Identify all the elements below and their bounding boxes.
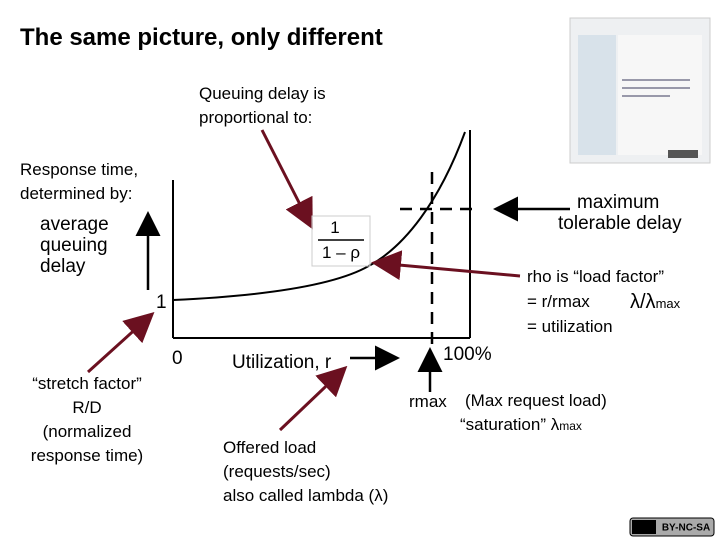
- tick-label: 0: [172, 348, 183, 369]
- axis-label: Utilization, r: [232, 352, 332, 373]
- badge-text: BY-NC-SA: [662, 523, 710, 534]
- label: λ/λ: [630, 291, 656, 313]
- label: = r/rmax: [527, 292, 590, 311]
- subscript: max: [656, 296, 681, 311]
- book-cover: [569, 17, 711, 164]
- label: (Max request load): [465, 391, 607, 410]
- tick-label: 100%: [443, 344, 492, 365]
- label: Queuing delay is: [199, 84, 326, 103]
- label: “saturation” λmax: [460, 415, 582, 434]
- label: determined by:: [20, 184, 132, 203]
- subscript: max: [559, 419, 582, 433]
- label: tolerable delay: [558, 213, 682, 234]
- axis-label: average: [40, 214, 109, 235]
- title: The same picture, only different: [20, 24, 383, 51]
- label: proportional to:: [199, 108, 312, 127]
- axis-label: queuing: [40, 235, 108, 256]
- axis-label: delay: [40, 256, 86, 277]
- label: “stretch factor”: [32, 374, 142, 393]
- label: Offered load: [223, 438, 316, 457]
- label: Response time,: [20, 160, 138, 179]
- label: maximum: [577, 192, 659, 213]
- label: rmax: [409, 392, 447, 411]
- label: rho is “load factor”: [527, 267, 664, 286]
- label: (normalized: [43, 422, 132, 441]
- formula: 1 – ρ: [322, 243, 360, 262]
- label: response time): [31, 446, 143, 465]
- label: R/D: [72, 398, 101, 417]
- tick-label: 1: [156, 292, 167, 313]
- label: (requests/sec): [223, 462, 331, 481]
- license-badge: BY-NC-SA: [629, 517, 715, 537]
- plot: [86, 129, 570, 432]
- label: also called lambda (λ): [223, 486, 388, 505]
- label: λ/λmax: [630, 291, 681, 313]
- formula: 1: [330, 218, 339, 237]
- label: “saturation” λ: [460, 415, 560, 434]
- label: = utilization: [527, 317, 613, 336]
